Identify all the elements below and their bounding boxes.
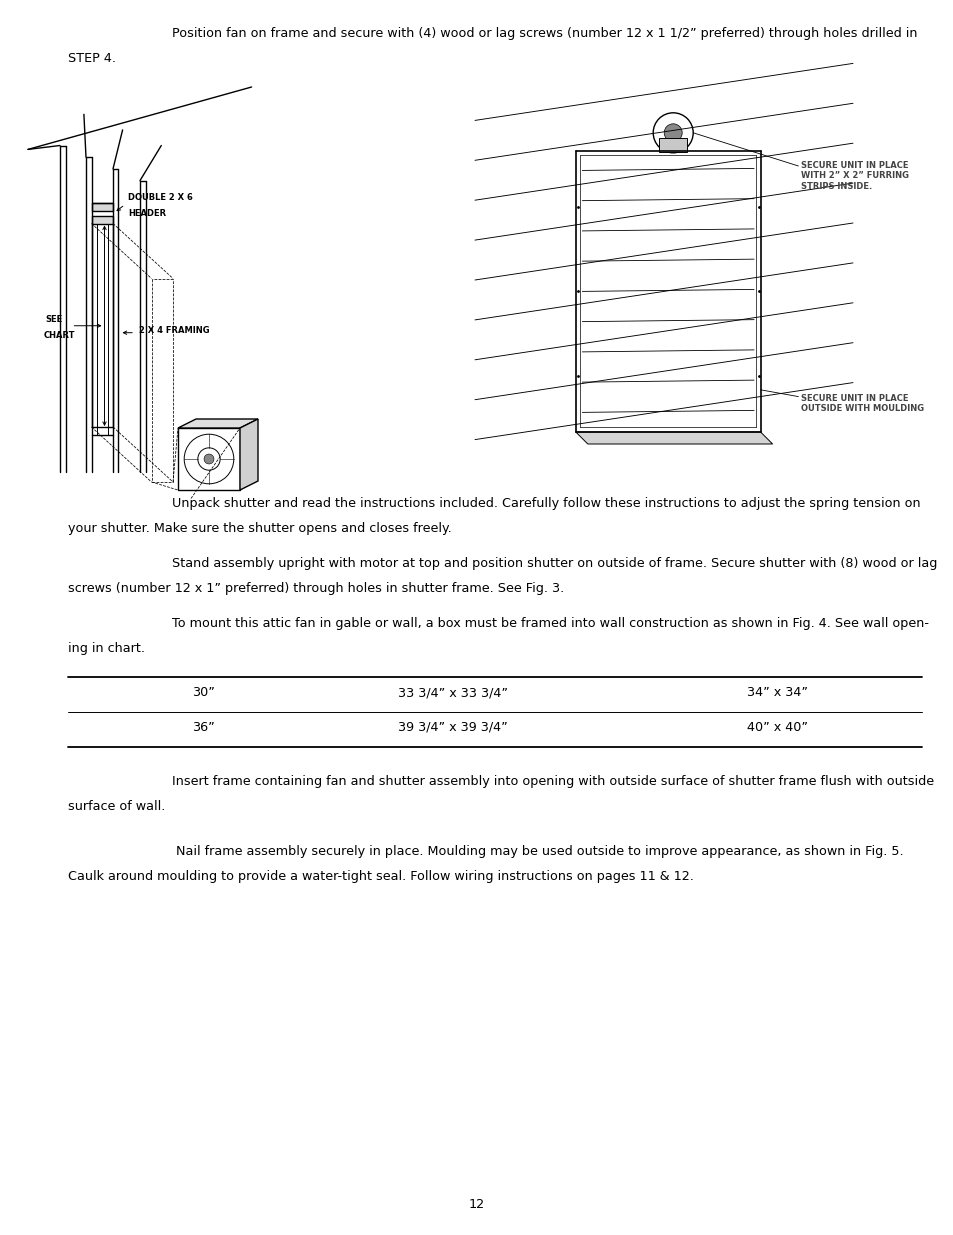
Polygon shape xyxy=(178,419,257,429)
Text: 39 3/4” x 39 3/4”: 39 3/4” x 39 3/4” xyxy=(397,721,507,734)
Text: Unpack shutter and read the instructions included. Carefully follow these instru: Unpack shutter and read the instructions… xyxy=(140,496,920,510)
Text: CHART: CHART xyxy=(44,331,75,340)
Text: 33 3/4” x 33 3/4”: 33 3/4” x 33 3/4” xyxy=(397,685,507,699)
Bar xyxy=(91,215,112,224)
Text: SECURE UNIT IN PLACE
OUTSIDE WITH MOULDING: SECURE UNIT IN PLACE OUTSIDE WITH MOULDI… xyxy=(801,394,923,412)
Text: ing in chart.: ing in chart. xyxy=(68,642,145,655)
Text: 2 X 4 FRAMING: 2 X 4 FRAMING xyxy=(139,326,210,335)
Text: 40” x 40”: 40” x 40” xyxy=(747,721,807,734)
Text: Caulk around moulding to provide a water-tight seal. Follow wiring instructions : Caulk around moulding to provide a water… xyxy=(68,869,693,883)
Text: 12: 12 xyxy=(469,1198,484,1212)
Text: Position fan on frame and secure with (4) wood or lag screws (number 12 x 1 1/2”: Position fan on frame and secure with (4… xyxy=(140,27,917,40)
Circle shape xyxy=(663,124,681,142)
Text: SECURE UNIT IN PLACE
WITH 2” X 2” FURRING
STRIPS INSIDE.: SECURE UNIT IN PLACE WITH 2” X 2” FURRIN… xyxy=(801,161,908,190)
Text: your shutter. Make sure the shutter opens and closes freely.: your shutter. Make sure the shutter open… xyxy=(68,522,452,535)
Text: 34” x 34”: 34” x 34” xyxy=(747,685,807,699)
Text: Nail frame assembly securely in place. Moulding may be used outside to improve a: Nail frame assembly securely in place. M… xyxy=(140,845,902,858)
Text: STEP 4.: STEP 4. xyxy=(68,52,116,65)
Bar xyxy=(178,429,240,490)
Text: HEADER: HEADER xyxy=(128,210,166,219)
Polygon shape xyxy=(240,419,257,490)
Text: 36”: 36” xyxy=(192,721,214,734)
Text: DOUBLE 2 X 6: DOUBLE 2 X 6 xyxy=(128,193,193,201)
Bar xyxy=(659,138,686,152)
Text: screws (number 12 x 1” preferred) through holes in shutter frame. See Fig. 3.: screws (number 12 x 1” preferred) throug… xyxy=(68,582,563,595)
Bar xyxy=(91,203,112,210)
Text: SEE: SEE xyxy=(46,315,63,324)
Text: Insert frame containing fan and shutter assembly into opening with outside surfa: Insert frame containing fan and shutter … xyxy=(140,776,933,788)
Text: To mount this attic fan in gable or wall, a box must be framed into wall constru: To mount this attic fan in gable or wall… xyxy=(140,618,928,630)
Text: Stand assembly upright with motor at top and position shutter on outside of fram: Stand assembly upright with motor at top… xyxy=(140,557,937,571)
Text: 30”: 30” xyxy=(192,685,214,699)
Polygon shape xyxy=(576,432,772,445)
Text: surface of wall.: surface of wall. xyxy=(68,800,165,813)
Circle shape xyxy=(204,454,213,464)
